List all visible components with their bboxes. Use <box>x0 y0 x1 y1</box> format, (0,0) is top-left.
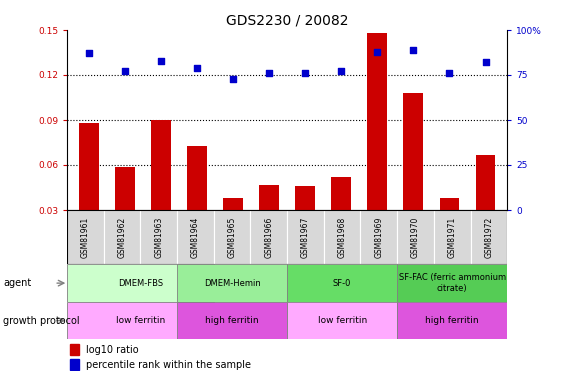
Text: log10 ratio: log10 ratio <box>86 345 138 355</box>
Bar <box>287 210 324 264</box>
Text: GSM81966: GSM81966 <box>264 216 273 258</box>
Point <box>229 76 238 82</box>
Text: high ferritin: high ferritin <box>205 316 259 325</box>
Bar <box>141 210 177 264</box>
Text: high ferritin: high ferritin <box>426 316 479 325</box>
Point <box>445 70 454 76</box>
Bar <box>79 123 99 210</box>
Bar <box>67 302 214 339</box>
Bar <box>70 359 79 370</box>
Text: SF-FAC (ferric ammonium
citrate): SF-FAC (ferric ammonium citrate) <box>399 273 505 293</box>
Bar <box>115 166 135 210</box>
Bar <box>295 186 315 210</box>
Text: GSM81962: GSM81962 <box>118 217 127 258</box>
Text: low ferritin: low ferritin <box>318 316 367 325</box>
Bar <box>397 210 434 264</box>
Point <box>156 58 166 64</box>
Bar <box>177 264 287 302</box>
Bar <box>259 184 279 210</box>
Text: percentile rank within the sample: percentile rank within the sample <box>86 360 251 370</box>
Text: GSM81967: GSM81967 <box>301 216 310 258</box>
Bar <box>367 33 387 210</box>
Bar <box>324 210 360 264</box>
Point <box>120 68 129 74</box>
Point <box>481 59 490 65</box>
Text: growth protocol: growth protocol <box>3 316 79 326</box>
Bar <box>470 210 507 264</box>
Text: SF-0: SF-0 <box>333 279 352 288</box>
Bar <box>177 302 287 339</box>
Point <box>336 68 346 74</box>
Title: GDS2230 / 20082: GDS2230 / 20082 <box>226 13 349 27</box>
Text: GSM81972: GSM81972 <box>484 217 493 258</box>
Point <box>84 50 93 56</box>
Bar <box>151 120 171 210</box>
Text: agent: agent <box>3 278 31 288</box>
Bar <box>331 177 351 210</box>
Text: GSM81961: GSM81961 <box>81 217 90 258</box>
Point <box>300 70 310 76</box>
Text: DMEM-Hemin: DMEM-Hemin <box>203 279 261 288</box>
Text: GSM81971: GSM81971 <box>448 217 456 258</box>
Bar <box>177 210 214 264</box>
Point <box>265 70 274 76</box>
Bar <box>67 264 214 302</box>
Text: low ferritin: low ferritin <box>116 316 165 325</box>
Bar <box>403 93 423 210</box>
Bar <box>223 198 243 210</box>
Bar <box>67 210 104 264</box>
Text: GSM81968: GSM81968 <box>338 217 347 258</box>
Text: GSM81964: GSM81964 <box>191 216 200 258</box>
Point <box>409 47 418 53</box>
Text: DMEM-FBS: DMEM-FBS <box>118 279 163 288</box>
Bar <box>187 146 207 210</box>
Text: GSM81970: GSM81970 <box>411 216 420 258</box>
Bar <box>70 344 79 355</box>
Bar <box>440 198 459 210</box>
Bar <box>397 264 507 302</box>
Bar <box>287 264 397 302</box>
Bar <box>397 302 507 339</box>
Point <box>192 65 202 71</box>
Bar <box>287 302 397 339</box>
Bar <box>434 210 470 264</box>
Bar <box>476 154 496 210</box>
Bar <box>360 210 397 264</box>
Text: GSM81963: GSM81963 <box>154 216 163 258</box>
Text: GSM81969: GSM81969 <box>374 216 384 258</box>
Bar <box>251 210 287 264</box>
Text: GSM81965: GSM81965 <box>227 216 237 258</box>
Point <box>373 49 382 55</box>
Bar <box>104 210 141 264</box>
Bar <box>214 210 251 264</box>
